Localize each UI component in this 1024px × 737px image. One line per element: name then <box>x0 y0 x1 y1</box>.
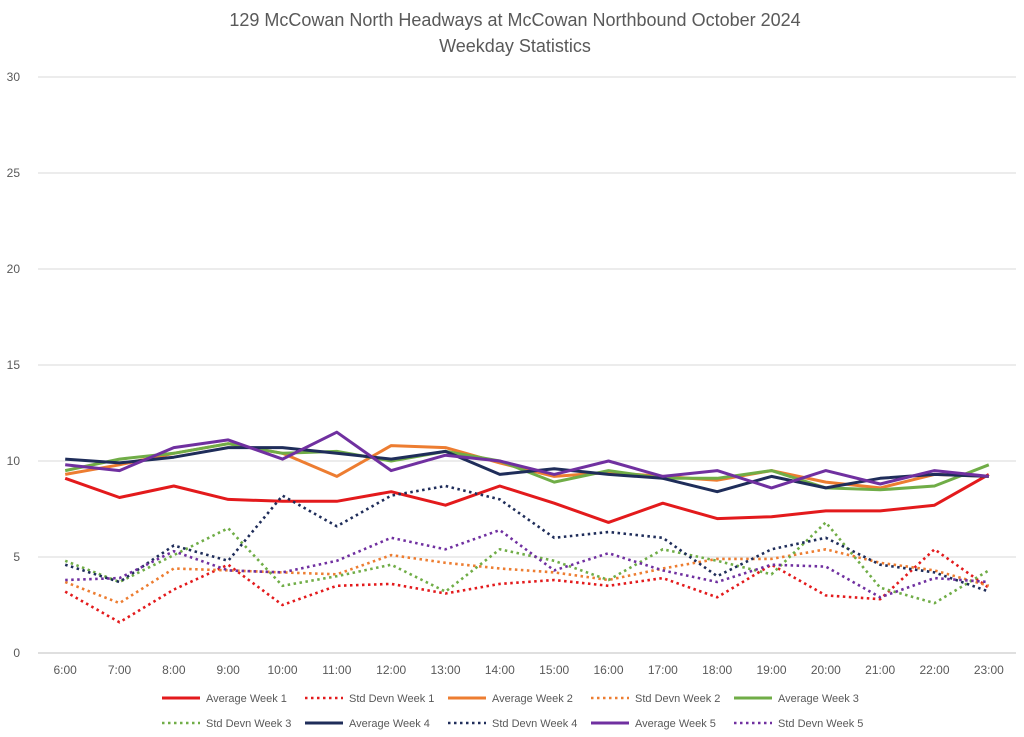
y-tick-label: 25 <box>7 166 21 180</box>
y-tick-label: 10 <box>7 454 21 468</box>
series-lines <box>64 430 990 624</box>
x-tick-label: 20:00 <box>811 663 841 677</box>
legend: Average Week 1 Std Devn Week 1 Average Wee… <box>162 693 863 730</box>
series-line-average-week-5 <box>65 430 989 490</box>
legend-label: Std Devn Week 3 <box>206 718 291 730</box>
gridlines <box>38 76 1016 654</box>
x-tick-label: 12:00 <box>376 663 406 677</box>
y-tick-label: 5 <box>13 550 20 564</box>
series-line-std-devn-week-3 <box>64 521 990 605</box>
x-tick-label: 10:00 <box>267 663 297 677</box>
x-tick-label: 21:00 <box>865 663 895 677</box>
x-tick-label: 16:00 <box>593 663 623 677</box>
x-tick-label: 14:00 <box>485 663 515 677</box>
x-tick-label: 8:00 <box>162 663 186 677</box>
series-line-std-devn-week-4 <box>64 484 990 593</box>
series-line-std-devn-week-5 <box>65 528 989 599</box>
y-axis-ticks: 0 5 10 15 20 25 30 <box>7 70 21 660</box>
chart-subtitle: Weekday Statistics <box>439 36 591 56</box>
y-tick-label: 0 <box>13 646 20 660</box>
y-tick-label: 30 <box>7 70 21 84</box>
x-tick-label: 13:00 <box>430 663 460 677</box>
x-tick-label: 9:00 <box>216 663 240 677</box>
series-line-average-week-4 <box>65 446 989 494</box>
series-line-std-devn-week-2 <box>64 547 990 605</box>
chart-title: 129 McCowan North Headways at McCowan No… <box>229 10 800 30</box>
x-tick-label: 17:00 <box>648 663 678 677</box>
series-line-average-week-2 <box>64 442 989 490</box>
x-tick-label: 6:00 <box>53 663 77 677</box>
legend-label: Average Week 1 <box>206 693 287 705</box>
legend-label: Std Devn Week 1 <box>349 693 434 705</box>
series-line-std-devn-week-1 <box>64 547 990 624</box>
legend-label: Average Week 2 <box>492 693 573 705</box>
x-tick-label: 22:00 <box>919 663 949 677</box>
legend-label: Std Devn Week 4 <box>492 718 577 730</box>
x-tick-label: 15:00 <box>539 663 569 677</box>
x-tick-label: 19:00 <box>756 663 786 677</box>
series-line-average-week-1 <box>64 473 990 524</box>
legend-label: Average Week 4 <box>349 718 430 730</box>
x-tick-label: 18:00 <box>702 663 732 677</box>
legend-label: Std Devn Week 5 <box>778 718 863 730</box>
legend-label: Average Week 5 <box>635 718 716 730</box>
y-tick-label: 20 <box>7 262 21 276</box>
x-axis-ticks: 6:00 7:00 8:00 9:00 10:00 11:00 12:00 13:00 14:0… <box>53 663 1004 677</box>
x-tick-label: 23:00 <box>974 663 1004 677</box>
x-tick-label: 11:00 <box>322 663 351 677</box>
legend-label: Std Devn Week 2 <box>635 693 720 705</box>
x-tick-label: 7:00 <box>108 663 132 677</box>
legend-label: Average Week 3 <box>778 693 859 705</box>
y-tick-label: 15 <box>7 358 21 372</box>
